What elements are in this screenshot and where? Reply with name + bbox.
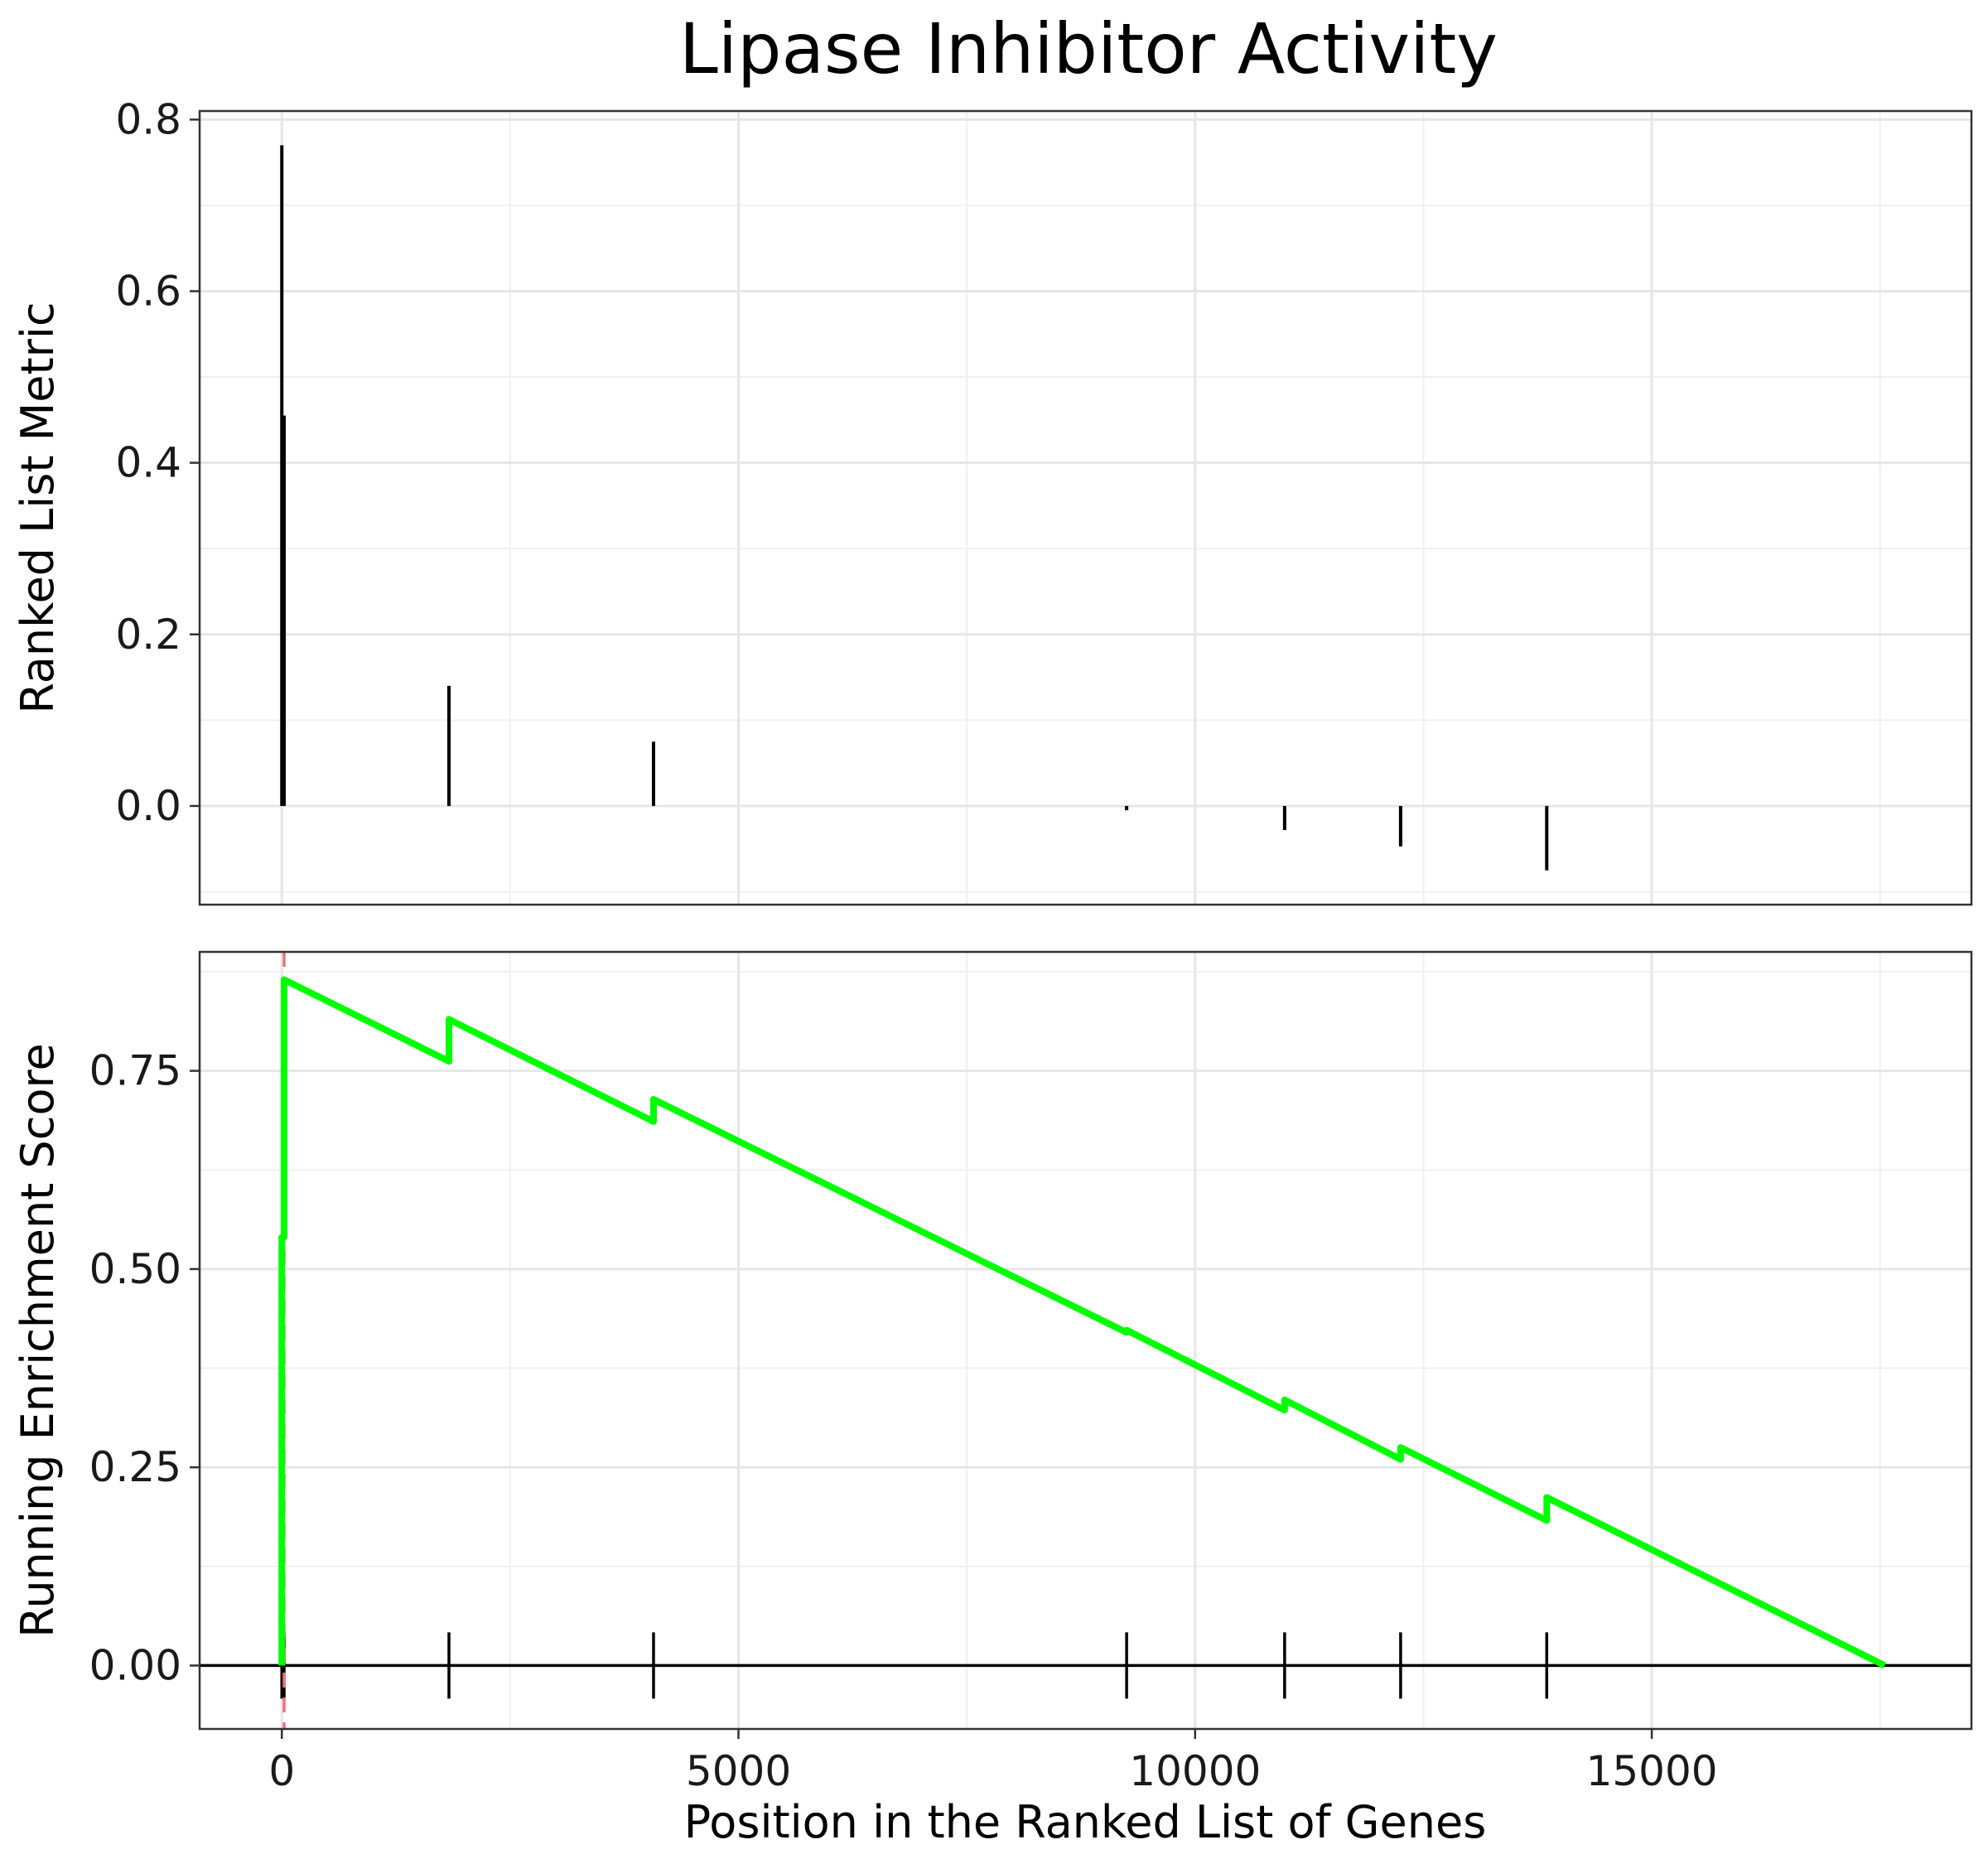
bottom-panel: 0.00 0.25 0.50 0.75 0 5000 10000 15000 Running… <box>12 950 1973 1848</box>
y-tick-label: 0.6 <box>115 267 181 315</box>
y-tick-label: 0.50 <box>89 1245 181 1293</box>
y-tick-label: 0.8 <box>115 95 181 143</box>
x-axis-label: Position in the Ranked List of Genes <box>684 1796 1487 1848</box>
x-tick-label: 10000 <box>1129 1747 1261 1795</box>
top-panel-grid <box>200 111 1971 905</box>
bottom-panel-grid <box>200 952 1971 1729</box>
enrichment-score-line <box>278 976 1887 1668</box>
chart-title: Lipase Inhibitor Activity <box>679 8 1498 89</box>
x-axis: 0 5000 10000 15000 <box>268 1729 1718 1795</box>
y-tick-label: 0.4 <box>115 439 181 487</box>
y-tick-label: 0.25 <box>89 1443 181 1491</box>
bottom-panel-border <box>198 950 1973 1731</box>
x-tick-label: 5000 <box>686 1747 791 1795</box>
y-tick-label: 0.75 <box>89 1047 181 1095</box>
ranked-metric-bars <box>280 145 1549 871</box>
top-panel-border <box>198 109 1973 906</box>
enrichment-marks <box>200 952 1971 1729</box>
top-panel-y-axis-label: Ranked List Metric <box>12 302 64 713</box>
y-tick-label: 0.0 <box>115 782 181 830</box>
y-tick-label: 0.00 <box>89 1641 181 1689</box>
top-panel: 0.0 0.2 0.4 0.6 0.8 Ranked List Metric <box>12 95 1973 906</box>
y-tick-label: 0.2 <box>115 611 181 659</box>
bottom-panel-y-axis: 0.00 0.25 0.50 0.75 <box>89 1047 200 1689</box>
bottom-panel-y-axis-label: Running Enrichment Score <box>12 1043 64 1638</box>
top-panel-y-axis: 0.0 0.2 0.4 0.6 0.8 <box>115 95 200 830</box>
x-tick-label: 15000 <box>1586 1747 1718 1795</box>
x-tick-label: 0 <box>268 1747 295 1795</box>
